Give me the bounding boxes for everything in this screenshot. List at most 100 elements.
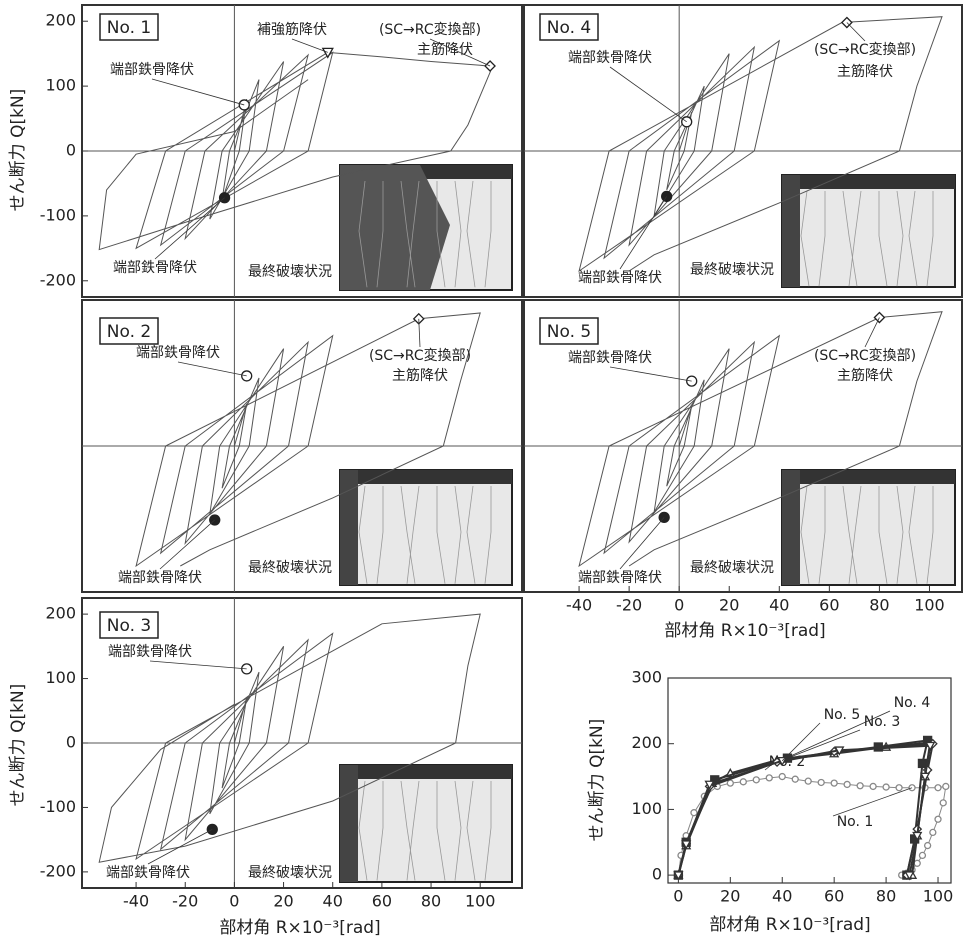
photo-dark (782, 175, 800, 287)
marker (914, 860, 920, 866)
annotation: (SC→RC変換部) (379, 21, 481, 38)
annotation: (SC→RC変換部) (369, 347, 471, 364)
annotation: 最終破壊状況 (248, 264, 332, 280)
marker (792, 776, 798, 782)
x-tick-label: 80 (421, 892, 441, 911)
x-tick-label: 20 (719, 596, 739, 615)
x-tick-label: 100 (914, 596, 945, 615)
annotation: 最終破壊状況 (690, 262, 774, 278)
marker (740, 779, 746, 785)
y-tick-label: -100 (40, 797, 76, 816)
panel-label: No. 1 (107, 18, 151, 38)
panel-label: No. 5 (547, 322, 591, 342)
x-axis-label: 部材角 R×10⁻³[rad] (709, 915, 870, 935)
annotation: 端部鉄骨降伏 (108, 644, 192, 660)
y-tick-label: 100 (631, 799, 662, 818)
marker (766, 775, 772, 781)
annotation: 端部鉄骨降伏 (578, 570, 662, 586)
photo (340, 765, 512, 882)
photo-dark (340, 765, 512, 779)
y-tick-label: 100 (45, 76, 76, 95)
x-tick-label: 80 (869, 596, 889, 615)
series-label: No. 5 (824, 707, 861, 723)
marker (935, 816, 941, 822)
photo (340, 470, 512, 585)
panel-label: No. 4 (547, 18, 591, 38)
leader-line (620, 517, 664, 569)
y-tick-label: -100 (40, 205, 76, 224)
marker (870, 783, 876, 789)
marker (691, 810, 697, 816)
x-tick-label: 0 (674, 596, 684, 615)
leader-line (148, 829, 212, 864)
photo-dark (782, 470, 955, 484)
annotation: 最終破壊状況 (690, 560, 774, 576)
marker (935, 785, 941, 791)
annotation: 主筋降伏 (417, 41, 473, 58)
x-tick-label: 40 (769, 596, 789, 615)
leader-line (178, 362, 247, 376)
x-axis-label: 部材角 R×10⁻³[rad] (664, 621, 825, 641)
series-label: No. 4 (894, 695, 931, 711)
marker (896, 785, 902, 791)
y-tick-label: -200 (40, 270, 76, 289)
x-tick-label: 0 (229, 892, 239, 911)
x-tick-label: 40 (323, 892, 343, 911)
annotation: 端部鉄骨降伏 (568, 350, 652, 366)
leader-line (150, 661, 247, 669)
marker (943, 783, 949, 789)
x-tick-label: -20 (172, 892, 198, 911)
envelope-line (678, 777, 945, 876)
y-tick-label: 0 (652, 865, 662, 884)
marker (919, 852, 925, 858)
page: 2001000-100-200せん断力 Q[kN]No. 1補強筋降伏(SC→R… (0, 0, 965, 942)
series-label: No. 3 (864, 714, 901, 730)
envelope-line (678, 744, 932, 875)
x-tick-label: 60 (372, 892, 392, 911)
annotation: 端部鉄骨降伏 (110, 62, 194, 78)
marker (818, 779, 824, 785)
marker (857, 783, 863, 789)
y-tick-label: 0 (66, 141, 76, 160)
x-tick-label: -20 (616, 596, 642, 615)
marker (727, 780, 733, 786)
leader-line (292, 39, 328, 52)
marker (779, 774, 785, 780)
annotation: 端部鉄骨降伏 (113, 260, 197, 276)
leader-line (620, 196, 667, 269)
annotation: 主筋降伏 (837, 63, 893, 80)
y-axis-label: せん断力 Q[kN] (8, 89, 28, 212)
marker (930, 829, 936, 835)
y-tick-label: -200 (40, 861, 76, 880)
annotation: 端部鉄骨降伏 (106, 865, 190, 881)
leader-line (610, 67, 687, 122)
figure: 2001000-100-200せん断力 Q[kN]No. 1補強筋降伏(SC→R… (0, 0, 965, 942)
photo-dark (782, 470, 800, 585)
annotation: 主筋降伏 (837, 367, 893, 384)
y-axis-label: せん断力 Q[kN] (8, 684, 28, 807)
x-tick-label: 40 (772, 887, 792, 906)
x-tick-label: 20 (273, 892, 293, 911)
x-tick-label: 100 (465, 892, 496, 911)
x-tick-label: 0 (673, 887, 683, 906)
series-label: No. 1 (837, 814, 874, 830)
x-tick-label: 80 (876, 887, 896, 906)
annotation: (SC→RC変換部) (814, 347, 916, 364)
y-tick-label: 0 (66, 733, 76, 752)
x-tick-label: 60 (819, 596, 839, 615)
annotation: 端部鉄骨降伏 (136, 345, 220, 361)
x-axis-label: 部材角 R×10⁻³[rad] (219, 918, 380, 938)
marker (831, 780, 837, 786)
y-tick-label: 200 (631, 733, 662, 752)
marker (805, 778, 811, 784)
marker (883, 784, 889, 790)
y-axis-label: せん断力 Q[kN] (587, 719, 607, 842)
y-tick-label: 200 (45, 11, 76, 30)
leader-line (865, 318, 879, 347)
panel-label: No. 3 (107, 616, 151, 636)
marker (753, 777, 759, 783)
